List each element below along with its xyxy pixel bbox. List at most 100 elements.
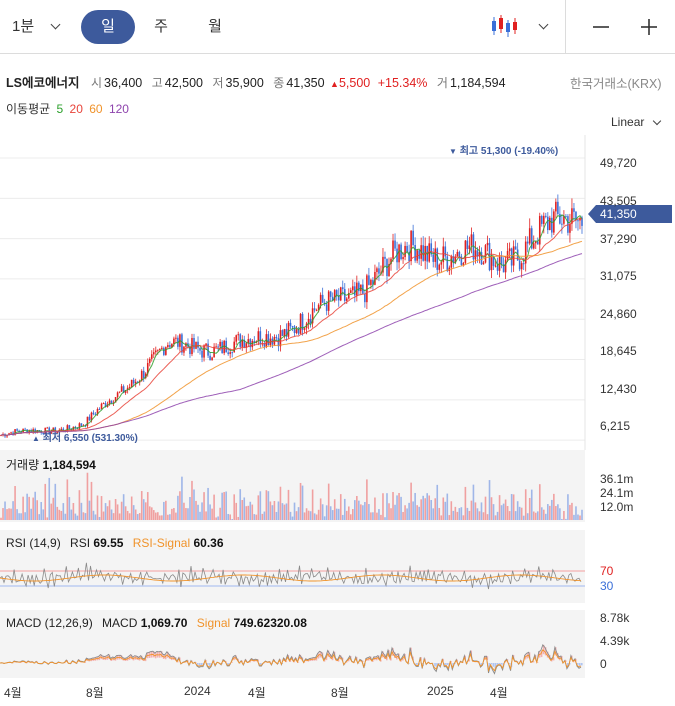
y-tick-label: 18,645 bbox=[600, 344, 637, 358]
candle-body bbox=[418, 250, 420, 259]
macd-histogram-bar bbox=[580, 663, 583, 666]
candle-body bbox=[422, 245, 424, 261]
macd-histogram-bar bbox=[195, 662, 197, 663]
volume-bar bbox=[183, 502, 185, 520]
volume-bar bbox=[311, 489, 314, 520]
volume-bar bbox=[237, 516, 240, 520]
candle-body bbox=[287, 322, 290, 337]
volume-bar bbox=[573, 514, 575, 520]
volume-bar bbox=[430, 499, 433, 520]
candle-body bbox=[366, 275, 368, 303]
zoom-in-button[interactable] bbox=[632, 10, 666, 44]
candle-body bbox=[227, 352, 229, 354]
chart-toolbar: 1분 일 주 월 bbox=[0, 0, 675, 54]
volume-bar bbox=[14, 486, 16, 520]
volume-bar bbox=[536, 511, 539, 520]
macd-title: MACD (12,26,9) MACD 1,069.70 Signal 749.… bbox=[6, 616, 307, 630]
macd-histogram-bar bbox=[416, 663, 418, 665]
volume-bar bbox=[213, 494, 215, 520]
candle-body bbox=[154, 350, 157, 353]
candle-body bbox=[96, 408, 99, 415]
macd-histogram-bar bbox=[337, 659, 340, 662]
candle-body bbox=[231, 352, 233, 354]
tab-week[interactable]: 주 bbox=[154, 18, 168, 35]
macd-histogram-bar bbox=[442, 658, 444, 662]
candle-body bbox=[12, 432, 14, 435]
volume-bar bbox=[337, 508, 340, 520]
candle-body bbox=[372, 279, 374, 285]
macd-histogram-bar bbox=[434, 663, 436, 667]
interval-dropdown[interactable]: 1분 bbox=[12, 10, 72, 44]
candle-body bbox=[563, 216, 565, 224]
macd-histogram-bar bbox=[197, 663, 199, 665]
chart-style-button[interactable] bbox=[484, 10, 560, 44]
volume-bar bbox=[70, 509, 73, 520]
open-value: 36,400 bbox=[104, 76, 143, 90]
zoom-out-button[interactable] bbox=[584, 10, 618, 44]
volume-bar bbox=[221, 492, 223, 520]
candle-body bbox=[444, 246, 447, 257]
candle-body bbox=[275, 336, 278, 339]
macd-histogram-bar bbox=[98, 656, 101, 661]
volume-bar bbox=[165, 500, 167, 520]
candle-body bbox=[577, 220, 579, 222]
volume-bar bbox=[235, 502, 238, 520]
volume-bar bbox=[173, 508, 175, 520]
candle-body bbox=[549, 217, 551, 231]
macd-histogram-bar bbox=[462, 662, 464, 664]
candle-body bbox=[134, 381, 137, 384]
macd-histogram-bar bbox=[532, 661, 535, 663]
volume-bar bbox=[335, 508, 338, 520]
volume-bar bbox=[458, 508, 461, 520]
candle-body bbox=[496, 265, 499, 271]
volume-bar bbox=[199, 511, 201, 520]
volume-bar bbox=[46, 517, 49, 520]
macd-histogram-bar bbox=[201, 663, 203, 666]
volume-bar bbox=[490, 497, 493, 520]
candle-body bbox=[456, 251, 459, 257]
volume-bar bbox=[538, 484, 541, 520]
volume-bar bbox=[422, 495, 424, 520]
candle-body bbox=[267, 334, 270, 346]
macd-histogram-bar bbox=[285, 660, 288, 663]
volume-bar bbox=[26, 493, 28, 520]
volume-bar bbox=[398, 493, 400, 520]
volume-bar bbox=[58, 509, 61, 520]
candle-body bbox=[555, 201, 557, 212]
ma-60: 60 bbox=[89, 102, 103, 116]
x-tick-label: 2024 bbox=[184, 684, 211, 698]
candle-body bbox=[452, 256, 455, 263]
volume-bar bbox=[253, 514, 256, 520]
macd-tick-label: 0 bbox=[600, 657, 607, 671]
volume-bar bbox=[567, 494, 569, 520]
candle-body bbox=[388, 264, 390, 277]
candle-body bbox=[410, 230, 412, 262]
volume-bar bbox=[394, 504, 396, 520]
macd-histogram-bar bbox=[138, 657, 141, 661]
candle-body bbox=[331, 296, 334, 301]
candle-body bbox=[565, 216, 567, 218]
volume-bar bbox=[313, 513, 316, 520]
open-label: 시 bbox=[90, 76, 103, 90]
macd-histogram-bar bbox=[420, 657, 422, 661]
tab-day[interactable]: 일 bbox=[81, 10, 135, 44]
volume-bar bbox=[132, 505, 135, 520]
volume-bar bbox=[36, 500, 38, 520]
macd-histogram-bar bbox=[325, 656, 328, 661]
volume-bar bbox=[579, 515, 581, 520]
high-label: 고 bbox=[151, 76, 163, 90]
candle-body bbox=[80, 423, 83, 426]
volume-bar bbox=[72, 502, 75, 520]
volume-bar bbox=[520, 507, 523, 520]
candle-body bbox=[545, 215, 547, 217]
volume-bar bbox=[488, 480, 491, 520]
candle-body bbox=[263, 343, 266, 347]
candle-body bbox=[339, 287, 342, 301]
candle-body bbox=[50, 431, 53, 434]
volume-bar bbox=[201, 502, 203, 520]
tab-month[interactable]: 월 bbox=[208, 18, 222, 35]
volume-bar bbox=[404, 505, 406, 520]
scale-dropdown[interactable]: Linear bbox=[611, 115, 661, 129]
candle-body bbox=[78, 423, 81, 429]
